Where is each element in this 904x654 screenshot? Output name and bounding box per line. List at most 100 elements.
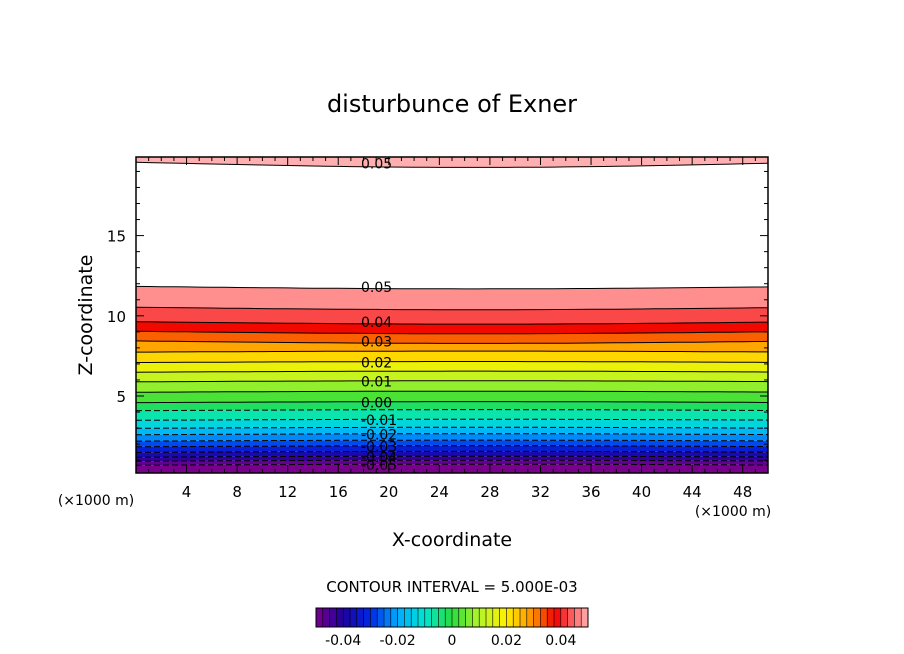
x-tick-label: 8 [232,483,242,501]
colorbar-swatch [492,608,501,627]
colorbar-swatch [513,608,521,627]
x-axis-unit-right: (×1000 m) [695,504,771,520]
x-tick-label: 4 [182,483,192,501]
colorbar-swatch [547,608,555,627]
contour-band [136,371,768,382]
contour-band [136,340,768,353]
colorbar-swatch [336,608,344,627]
contour-lines [135,161,769,466]
colorbar-swatch [520,608,528,627]
colorbar-swatch [397,608,405,627]
colorbar-swatch [390,608,399,627]
colorbar-swatch [540,608,548,627]
colorbar-tick-label: -0.02 [379,633,415,649]
colorbar-frame [315,607,589,628]
contour-band [136,286,768,310]
colorbar-swatch [574,608,582,627]
contour-line [135,463,768,466]
y-tick-label: 15 [107,228,126,246]
contour-line [136,390,768,393]
colorbar-swatch [581,608,589,627]
x-tick-label: 20 [379,483,398,501]
y-axis-label: Z-coordinate [75,255,97,376]
colorbar-swatch [431,608,439,627]
colorbar-swatch [329,608,337,627]
contour-band [136,419,768,429]
contour-label: -0.01 [361,413,397,429]
colorbar-swatch [526,608,535,627]
contour-label: 0.00 [361,395,392,411]
contour-band [136,391,768,403]
x-tick-label: 36 [581,483,600,501]
contour-line [135,370,769,373]
x-tick-label: 48 [733,483,752,501]
colorbar-tick-label: 0 [448,633,457,649]
contour-interval-text: CONTOUR INTERVAL = 5.000E-03 [326,578,577,596]
y-tick-label: 5 [116,388,126,406]
contour-label: -0.03 [361,440,397,456]
colorbar [315,607,589,628]
contour-line [135,285,769,290]
contour-line [135,445,769,448]
contour-label: 0.05 [361,156,392,172]
x-tick-label: 32 [531,483,550,501]
contour-line [136,426,768,429]
contour-band [136,433,768,442]
contour-band [136,380,768,393]
colorbar-swatch [554,608,562,627]
contour-line [136,350,768,353]
colorbar-swatch [350,608,358,627]
colorbar-swatch [465,608,473,627]
contour-label: 0.01 [361,375,392,391]
colorbar-swatch [472,608,480,627]
colorbar-swatch [479,608,487,627]
contour-line [136,361,769,363]
colorbar-swatch [404,608,412,627]
colorbar-swatch [445,608,453,627]
contour-line [135,330,769,335]
colorbar-swatch [377,608,385,627]
contour-band [136,331,768,344]
contour-band [136,321,768,334]
contour-label: 0.03 [361,334,392,350]
contour-line [135,409,769,412]
contour-label: 0.02 [361,355,392,371]
contour-label: -0.05 [361,458,397,474]
contour-line [135,459,769,462]
x-tick-label: 40 [632,483,651,501]
contour-label: 0.04 [361,315,392,331]
colorbar-tick-label: 0.02 [491,633,522,649]
filled-contour-bands [136,157,768,473]
colorbar-swatch [533,608,541,627]
colorbar-swatch [452,608,460,627]
contour-line [135,161,769,168]
contour-band [136,451,768,458]
colorbar-swatch [560,608,569,627]
contour-line [135,321,769,325]
contour-band [136,409,768,421]
colorbar-ticks: -0.04 -0.02 0 0.02 0.04 [325,633,576,649]
contour-band [136,460,768,466]
contour-label: -0.02 [361,428,397,444]
colorbar-swatch [458,608,467,627]
contour-label: 0.05 [361,280,392,296]
colorbar-swatch [322,608,331,627]
colorbar-swatch [316,608,324,627]
contour-line [136,433,768,436]
x-axis: 4 8 12 16 20 24 28 32 36 40 44 48 [148,157,756,501]
colorbar-tick-label: -0.04 [325,633,361,649]
contour-line [135,340,769,344]
contour-band [136,445,768,453]
x-tick-label: 16 [329,483,348,501]
colorbar-swatch [424,608,433,627]
y-tick-label: 10 [107,308,126,326]
contour-line [136,401,769,404]
colorbar-swatch [506,608,514,627]
contour-band [136,307,768,325]
contour-band [136,157,768,168]
contour-line [135,306,769,311]
x-tick-label: 24 [430,483,449,501]
contour-line [135,455,769,458]
colorbar-tick-label: 0.04 [545,633,576,649]
